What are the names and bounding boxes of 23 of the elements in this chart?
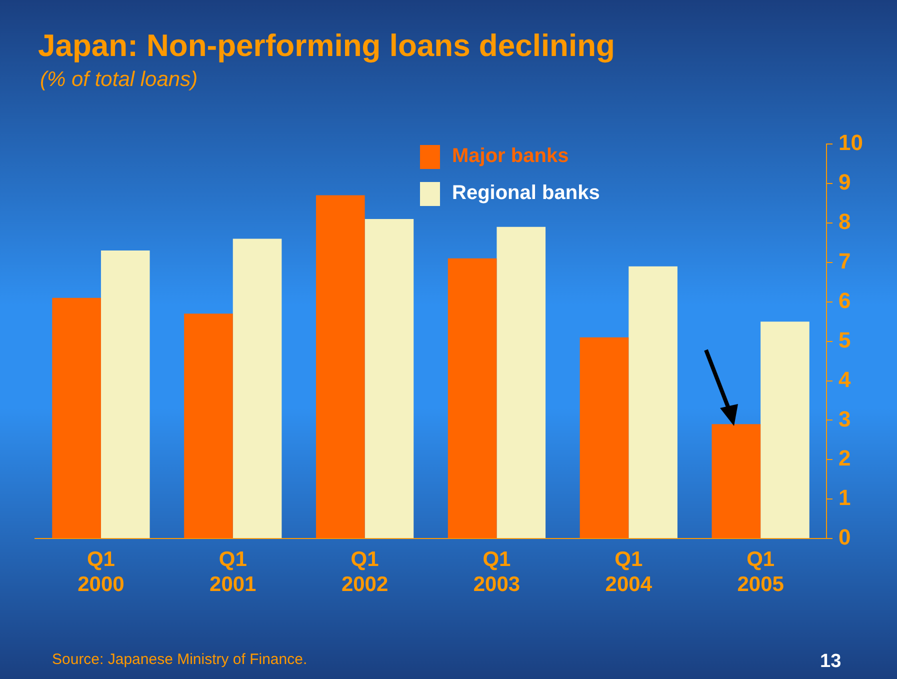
y-tick-label: 9 xyxy=(838,170,851,195)
y-tick-label: 2 xyxy=(838,446,851,471)
y-tick-label: 8 xyxy=(838,208,851,234)
x-tick-label: Q1 2001 xyxy=(210,548,257,596)
y-tick-label: 1 xyxy=(838,485,851,510)
x-tick-label: Q1 2003 xyxy=(473,548,520,596)
y-tick-label: 3 xyxy=(838,406,851,432)
y-tick-label: 10 xyxy=(838,130,864,156)
x-tick-label: Q1 2000 xyxy=(78,548,124,596)
legend-label: Major banks xyxy=(452,145,569,168)
y-tick-label: 4 xyxy=(838,366,852,392)
y-tick-label: 6 xyxy=(838,288,851,313)
chart-subtitle: (% of total loans) xyxy=(40,68,198,92)
y-tick-label: 5 xyxy=(838,327,851,352)
text: 13 xyxy=(820,651,842,673)
source-note: Source: Japanese Ministry of Finance. xyxy=(52,651,308,668)
x-tick-label: Q1 2005 xyxy=(737,548,784,596)
x-tick-label: Q1 2004 xyxy=(605,548,652,596)
x-tick-label: Q1 2002 xyxy=(341,548,388,596)
y-tick-label: 0 xyxy=(838,524,851,550)
chart-title: Japan: Non-performing loans declining xyxy=(38,28,615,64)
y-tick-label: 7 xyxy=(838,248,851,274)
legend-label: Regional banks xyxy=(452,182,600,205)
